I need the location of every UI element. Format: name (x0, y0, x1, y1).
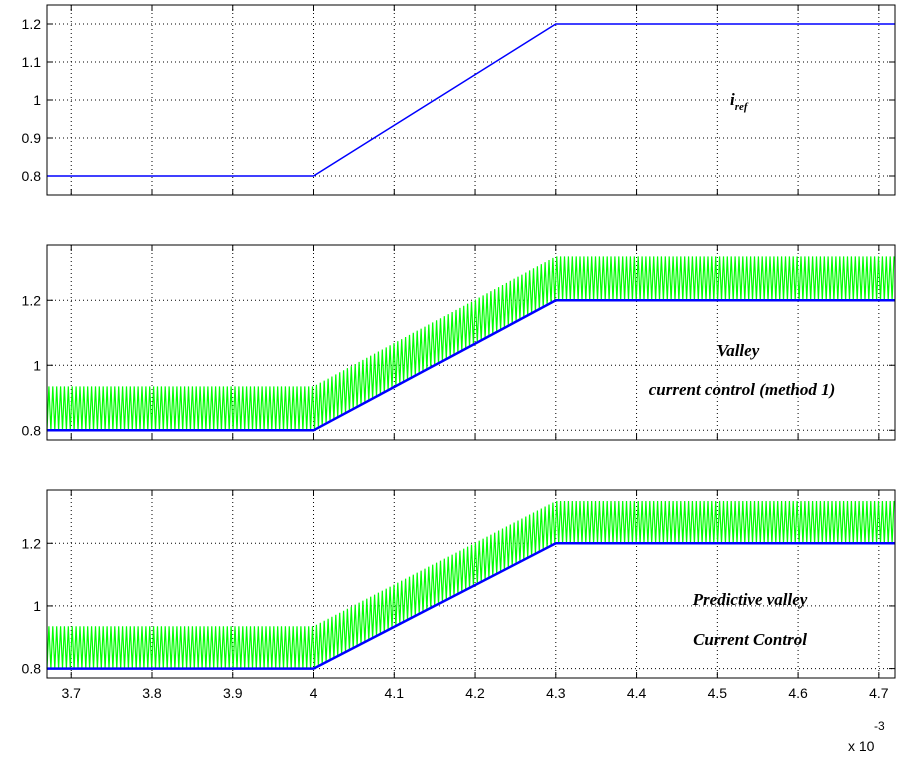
reference-line (47, 23, 895, 177)
y-tick-label: 0.8 (22, 422, 42, 438)
x-tick-label: 4.3 (546, 685, 566, 701)
y-tick-label: 1 (33, 598, 41, 614)
annotation-line2: Current Control (693, 630, 807, 649)
x-tick-label: 4.5 (708, 685, 728, 701)
panel-valley-method1: 0.8 1 1.2 Valley current control (method 1… (22, 244, 896, 441)
y-tick-label: 1.2 (22, 535, 42, 551)
y-tick-label: 0.8 (22, 661, 42, 677)
annotation-sub: ref (735, 101, 749, 113)
annotation-iref: iref (730, 90, 749, 113)
x-tick-label: 3.7 (61, 685, 81, 701)
x-tick-label: 4 (310, 685, 318, 701)
y-tick-label: 1.2 (22, 292, 42, 308)
plot-frame (46, 244, 896, 441)
panel-predictive-valley: 0.8 1 1.2 Predictive valley Current Contro… (22, 489, 896, 679)
y-tick-label: 1.1 (22, 54, 42, 70)
reference-line (47, 542, 895, 670)
series-group (46, 500, 895, 670)
x-ticks (70, 490, 880, 678)
y-ticks: 0.8 1 1.2 (22, 292, 895, 438)
y-tick-label: 0.9 (22, 130, 42, 146)
x-tick-label: 4.1 (385, 685, 405, 701)
annotation-line1: Predictive valley (692, 590, 808, 609)
panel-iref: 0.8 0.9 1 1.1 1.2 iref (22, 4, 896, 196)
plot-frame (46, 489, 896, 679)
reference-line (47, 299, 895, 432)
series-group (46, 256, 895, 432)
x-tick-label: 4.6 (788, 685, 808, 701)
x-ticks (70, 245, 880, 440)
x-tick-labels: 3.7 3.8 3.9 4 4.1 4.2 4.3 4.4 4.5 4.6 4.7 (61, 685, 888, 701)
series-group (47, 23, 895, 177)
x-tick-label: 3.8 (142, 685, 162, 701)
x-tick-label: 4.2 (465, 685, 485, 701)
annotation-line2: current control (method 1) (649, 380, 836, 399)
x-exponent-base: x 10 (848, 738, 875, 754)
y-tick-label: 1 (33, 357, 41, 373)
plot-frame (46, 4, 896, 196)
grid (47, 5, 895, 195)
x-tick-label: 4.4 (627, 685, 647, 701)
current-ripple-line (46, 500, 895, 669)
y-ticks: 0.8 1 1.2 (22, 535, 895, 677)
annotation-line1: Valley (717, 341, 760, 360)
y-tick-label: 1.2 (22, 16, 42, 32)
x-ticks (70, 5, 880, 195)
y-tick-label: 0.8 (22, 168, 42, 184)
y-tick-label: 1 (33, 92, 41, 108)
x-tick-label: 4.7 (869, 685, 889, 701)
current-ripple-line (46, 256, 895, 431)
x-exponent-power: -3 (874, 719, 885, 733)
annotation-main: i (730, 90, 735, 109)
x-tick-label: 3.9 (223, 685, 243, 701)
